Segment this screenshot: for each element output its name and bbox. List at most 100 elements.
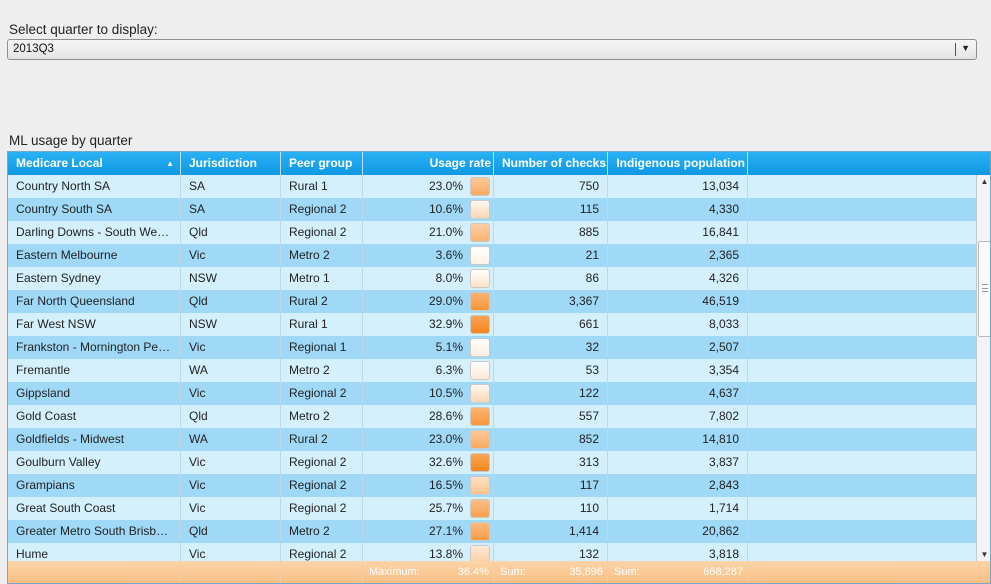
cell-peer-group: Metro 2: [281, 520, 363, 543]
usage-rate-value: 28.6%: [428, 409, 463, 423]
cell-filler: [748, 313, 976, 336]
usage-heat-swatch: [470, 292, 490, 311]
cell-indigenous-population: 4,326: [608, 267, 748, 290]
cell-filler: [748, 267, 976, 290]
table-row[interactable]: Country South SA SA Regional 2 10.6% 115 4,33…: [8, 198, 976, 221]
usage-rate-value: 10.5%: [428, 386, 463, 400]
footer-max-label: Maximum:: [369, 566, 420, 578]
cell-indigenous-population: 1,714: [608, 497, 748, 520]
scrollbar-thumb[interactable]: [978, 241, 990, 337]
usage-rate-value: 13.8%: [428, 547, 463, 561]
cell-indigenous-population: 4,330: [608, 198, 748, 221]
table-row[interactable]: Country North SA SA Rural 1 23.0% 750 13,034: [8, 175, 976, 198]
cell-number-of-checks: 557: [494, 405, 608, 428]
cell-number-of-checks: 313: [494, 451, 608, 474]
column-header-usage-rate[interactable]: Usage rate: [363, 152, 494, 175]
cell-peer-group: Regional 2: [281, 221, 363, 244]
cell-medicare-local: Far West NSW: [8, 313, 181, 336]
usage-heat-swatch: [470, 430, 490, 449]
table-row[interactable]: Gold Coast Qld Metro 2 28.6% 557 7,802: [8, 405, 976, 428]
column-header-number-of-checks[interactable]: Number of checks: [494, 152, 608, 175]
cell-peer-group: Regional 2: [281, 497, 363, 520]
table-footer: Maximum: 36.4% Sum: 35,896 Sum: 668,287: [8, 561, 990, 583]
cell-jurisdiction: Vic: [181, 451, 281, 474]
quarter-select[interactable]: 2013Q3 ▼: [7, 39, 977, 60]
cell-peer-group: Rural 1: [281, 175, 363, 198]
table-row[interactable]: Goldfields - Midwest WA Rural 2 23.0% 852 14,…: [8, 428, 976, 451]
cell-indigenous-population: 3,818: [608, 543, 748, 561]
footer-checks-label: Sum:: [500, 566, 526, 578]
table-row[interactable]: Far North Queensland Qld Rural 2 29.0% 3,367…: [8, 290, 976, 313]
column-header-indigenous-population[interactable]: Indigenous population: [608, 152, 748, 175]
chevron-down-icon[interactable]: ▼: [961, 43, 970, 53]
table-body: Country North SA SA Rural 1 23.0% 750 13,034 C…: [8, 175, 976, 561]
usage-rate-value: 32.6%: [428, 455, 463, 469]
column-header-medicare-local[interactable]: Medicare Local ▲: [8, 152, 181, 175]
cell-medicare-local: Great South Coast: [8, 497, 181, 520]
cell-filler: [748, 474, 976, 497]
cell-usage-rate: 27.1%: [363, 520, 494, 543]
cell-number-of-checks: 852: [494, 428, 608, 451]
table-row[interactable]: Darling Downs - South West QueenslandQld…: [8, 221, 976, 244]
usage-rate-value: 25.7%: [428, 501, 463, 515]
usage-heat-swatch: [470, 246, 490, 265]
cell-peer-group: Metro 2: [281, 359, 363, 382]
cell-usage-rate: 16.5%: [363, 474, 494, 497]
table-row[interactable]: Gippsland Vic Regional 2 10.5% 122 4,637: [8, 382, 976, 405]
table-row[interactable]: Frankston - Mornington Peninsula Vic Regio…: [8, 336, 976, 359]
usage-table: Medicare Local ▲ Jurisdiction Peer group…: [7, 151, 991, 584]
table-row[interactable]: Goulburn Valley Vic Regional 2 32.6% 313 3,83…: [8, 451, 976, 474]
cell-medicare-local: Far North Queensland: [8, 290, 181, 313]
cell-number-of-checks: 132: [494, 543, 608, 561]
cell-medicare-local: Greater Metro South Brisbane: [8, 520, 181, 543]
table-row[interactable]: Far West NSW NSW Rural 1 32.9% 661 8,033: [8, 313, 976, 336]
cell-jurisdiction: Vic: [181, 474, 281, 497]
cell-jurisdiction: Qld: [181, 405, 281, 428]
table-row[interactable]: Eastern Melbourne Vic Metro 2 3.6% 21 2,365: [8, 244, 976, 267]
column-header-jurisdiction[interactable]: Jurisdiction: [181, 152, 281, 175]
table-row[interactable]: Hume Vic Regional 2 13.8% 132 3,818: [8, 543, 976, 561]
cell-medicare-local: Country South SA: [8, 198, 181, 221]
select-divider: [955, 43, 956, 56]
table-row[interactable]: Fremantle WA Metro 2 6.3% 53 3,354: [8, 359, 976, 382]
column-header-peer-group[interactable]: Peer group: [281, 152, 363, 175]
cell-jurisdiction: Qld: [181, 290, 281, 313]
table-row[interactable]: Eastern Sydney NSW Metro 1 8.0% 86 4,326: [8, 267, 976, 290]
cell-jurisdiction: Qld: [181, 221, 281, 244]
cell-medicare-local: Goulburn Valley: [8, 451, 181, 474]
cell-usage-rate: 6.3%: [363, 359, 494, 382]
cell-jurisdiction: WA: [181, 359, 281, 382]
cell-usage-rate: 32.6%: [363, 451, 494, 474]
cell-medicare-local: Gippsland: [8, 382, 181, 405]
cell-number-of-checks: 21: [494, 244, 608, 267]
usage-heat-swatch: [470, 499, 490, 518]
cell-peer-group: Regional 2: [281, 382, 363, 405]
cell-peer-group: Metro 1: [281, 267, 363, 290]
vertical-scrollbar[interactable]: ▲ ▼: [976, 175, 990, 561]
usage-rate-value: 27.1%: [428, 524, 463, 538]
table-row[interactable]: Great South Coast Vic Regional 2 25.7% 110 1,…: [8, 497, 976, 520]
footer-pop-label: Sum:: [614, 566, 640, 578]
quarter-select-value: 2013Q3: [13, 43, 54, 55]
footer-cell-empty: [181, 561, 281, 583]
cell-indigenous-population: 2,843: [608, 474, 748, 497]
column-header-label: Peer group: [289, 156, 353, 170]
cell-jurisdiction: NSW: [181, 267, 281, 290]
usage-heat-swatch: [470, 453, 490, 472]
table-row[interactable]: Greater Metro South Brisbane Qld Metro 2 27…: [8, 520, 976, 543]
cell-medicare-local: Goldfields - Midwest: [8, 428, 181, 451]
cell-peer-group: Metro 2: [281, 405, 363, 428]
cell-medicare-local: Country North SA: [8, 175, 181, 198]
cell-medicare-local: Fremantle: [8, 359, 181, 382]
scroll-up-icon[interactable]: ▲: [980, 177, 989, 186]
table-row[interactable]: Grampians Vic Regional 2 16.5% 117 2,843: [8, 474, 976, 497]
cell-indigenous-population: 20,862: [608, 520, 748, 543]
footer-usage-max: Maximum: 36.4%: [363, 561, 494, 583]
cell-usage-rate: 28.6%: [363, 405, 494, 428]
scroll-down-icon[interactable]: ▼: [980, 550, 989, 559]
cell-usage-rate: 23.0%: [363, 428, 494, 451]
cell-usage-rate: 25.7%: [363, 497, 494, 520]
usage-rate-value: 3.6%: [435, 248, 463, 262]
usage-rate-value: 23.0%: [428, 432, 463, 446]
cell-number-of-checks: 885: [494, 221, 608, 244]
